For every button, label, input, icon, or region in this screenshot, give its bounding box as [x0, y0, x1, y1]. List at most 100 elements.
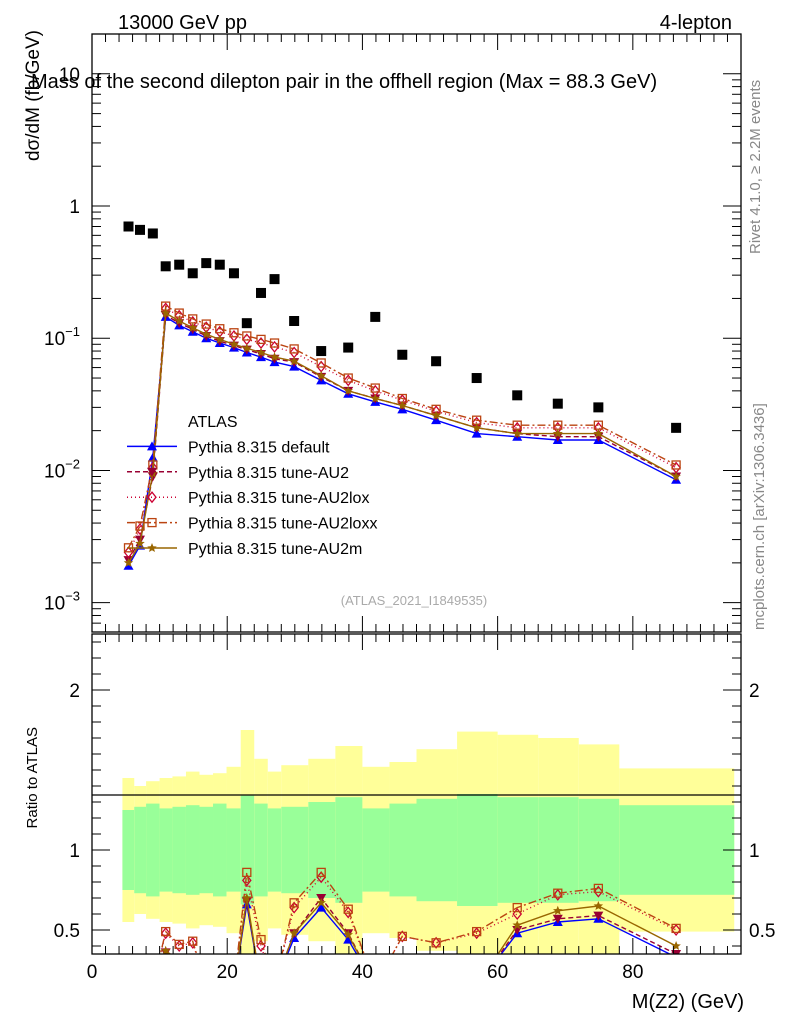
data-point-default: [471, 428, 482, 438]
ratio-band-inner-bin: [172, 806, 186, 894]
ratio-point-au2loxx: [289, 898, 299, 908]
data-point-au2loxx: [370, 383, 380, 393]
data-point-data: [241, 318, 252, 329]
ratio-point-default: [135, 981, 145, 990]
analysis-id-label: (ATLAS_2021_I1849535): [341, 593, 487, 608]
data-point-data: [214, 259, 225, 270]
ratio-point-au2m: [593, 901, 604, 911]
data-point-au2loxx: [201, 319, 211, 329]
ratio-point-au2: [370, 982, 380, 991]
data-point-au2loxx: [215, 324, 225, 334]
main-plot-series: [123, 221, 682, 570]
ratio-point-au2lox: [289, 901, 299, 914]
data-point-au2loxx: [289, 344, 299, 354]
ratio-band-inner-bin: [457, 794, 498, 906]
data-point-au2m: [370, 393, 381, 403]
data-point-au2m: [397, 400, 408, 410]
ratio-y-tick-label-left: 2: [69, 681, 80, 702]
ratio-point-au2lox: [471, 927, 482, 940]
ratio-point-au2: [397, 982, 407, 991]
ratio-point-au2lox: [271, 981, 279, 991]
ratio-axis-ticks: 0 20 40 60 80 0.5 0.5 1 1 2 2: [54, 634, 775, 983]
data-point-data: [134, 224, 145, 235]
ratio-point-au2m: [398, 981, 408, 990]
legend-item-au2loxx: Pythia 8.315 tune-AU2loxx: [127, 516, 377, 533]
ratio-point-au2: [431, 982, 441, 991]
legend-label-au2loxx: Pythia 8.315 tune-AU2loxx: [188, 516, 377, 533]
legend-label-au2lox: Pythia 8.315 tune-AU2lox: [188, 490, 369, 507]
ratio-point-au2loxx: [553, 888, 563, 898]
ratio-point-au2m: [256, 981, 266, 990]
ratio-band-inner-bin: [159, 808, 173, 892]
ratio-uncertainty-bands: [122, 730, 735, 954]
ratio-point-au2: [174, 958, 184, 967]
ratio-band-inner-bin: [308, 802, 336, 898]
ratio-point-au2lox: [343, 906, 354, 919]
data-point-data: [397, 349, 408, 360]
ratio-band-inner-bin: [619, 805, 735, 895]
data-point-data: [269, 274, 280, 285]
ratio-point-default: [148, 981, 158, 990]
ratio-point-au2m: [289, 928, 299, 938]
data-point-au2m: [229, 339, 239, 349]
data-point-au2m: [135, 538, 145, 548]
data-point-au2lox: [269, 340, 280, 353]
ratio-band-inner-bin: [362, 808, 390, 892]
ratio-point-au2loxx: [125, 982, 133, 990]
ratio-point-au2loxx: [161, 926, 171, 937]
ratio-point-au2: [472, 982, 482, 991]
ratio-point-au2lox: [187, 936, 198, 949]
ratio-band-inner-bin: [416, 798, 458, 902]
ratio-band-inner-bin: [134, 806, 147, 894]
ratio-point-au2m: [242, 893, 252, 903]
ratio-point-au2m: [553, 905, 563, 915]
ratio-point-au2loxx: [593, 883, 604, 894]
ratio-point-default: [256, 981, 266, 990]
ratio-point-au2: [229, 982, 239, 991]
x-tick-label: 20: [217, 962, 238, 983]
ratio-point-au2loxx: [472, 926, 482, 937]
data-point-au2m: [553, 428, 563, 438]
ratio-point-au2loxx: [242, 867, 252, 878]
data-point-au2loxx: [242, 331, 252, 341]
legend-marker-default: [147, 441, 157, 451]
ratio-point-au2loxx: [397, 931, 407, 942]
data-point-au2m: [471, 422, 482, 432]
ratio-point-au2lox: [593, 885, 604, 898]
ratio-point-au2loxx: [371, 982, 379, 990]
ratio-point-au2loxx: [343, 904, 353, 914]
ratio-band-inner-bin: [538, 797, 579, 903]
data-point-au2lox: [123, 546, 134, 559]
data-point-data: [256, 287, 267, 298]
data-point-data: [593, 402, 604, 413]
x-tick-label: 60: [487, 962, 508, 983]
ratio-point-au2: [270, 982, 280, 991]
ratio-y-axis-label: Ratio to ATLAS: [24, 727, 41, 828]
data-point-au2m: [256, 347, 266, 357]
data-point-au2m: [316, 370, 326, 380]
ratio-point-au2m: [431, 981, 441, 990]
ratio-band-inner-bin: [213, 803, 227, 897]
ratio-point-au2: [552, 914, 563, 924]
data-point-data: [512, 390, 523, 401]
ratio-point-au2lox: [431, 936, 441, 949]
legend-label-default: Pythia 8.315 default: [188, 439, 330, 456]
legend-item-au2: Pythia 8.315 tune-AU2: [127, 465, 349, 482]
ratio-y-tick-label-right: 2: [749, 681, 760, 702]
ratio-point-au2m: [192, 953, 193, 954]
data-point-au2m: [174, 316, 184, 326]
legend-item-au2m: Pythia 8.315 tune-AU2m: [127, 541, 362, 558]
data-point-default: [123, 560, 134, 570]
y-tick-label: 10: [59, 65, 80, 86]
ratio-point-au2lox: [149, 981, 157, 991]
ratio-point-au2m: [472, 981, 482, 990]
data-point-au2loxx: [316, 358, 326, 368]
ratio-point-au2: [215, 982, 225, 991]
ratio-band-inner-bin: [240, 795, 255, 905]
ratio-point-au2: [593, 911, 604, 921]
y-tick-label: 1: [69, 197, 80, 218]
main-axis-ticks: 10−3 10−2 10−1 1 10: [44, 33, 741, 633]
legend-item-au2lox: Pythia 8.315 tune-AU2lox: [127, 490, 369, 507]
ratio-point-au2m: [270, 981, 280, 990]
